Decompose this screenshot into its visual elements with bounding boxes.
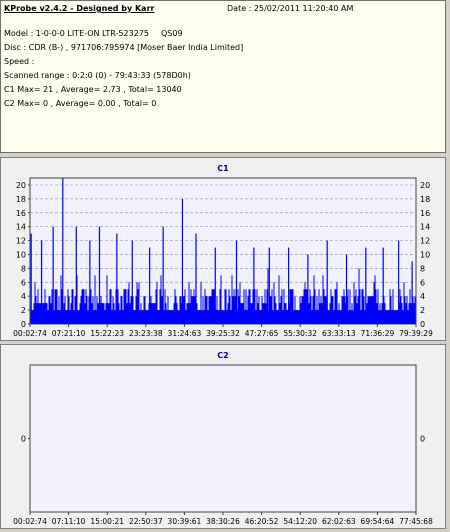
c2-x-tick-label: 38:30:26 [206,517,240,526]
c2-x-tick-label: 30:39:61 [168,517,202,526]
drive-firmware: QS09 [161,29,183,38]
scanned-range: Scanned range : 0:2:0 (0) - 79:43:33 (57… [4,71,191,80]
c2-x-tick-label: 46:20:52 [245,517,279,526]
info-panel: KProbe v2.4.2 - Designed by Karr Date : … [0,0,446,153]
c1-y-tick-label-left: 6 [21,278,26,287]
c2-stats: C2 Max= 0 , Average= 0.00 , Total= 0 [4,99,157,108]
c1-x-tick-label: 71:36:29 [361,329,395,338]
c1-y-tick-label-right: 12 [420,237,430,246]
c1-x-tick-label: 47:27:65 [245,329,279,338]
c1-y-tick-label-left: 8 [21,264,26,273]
c2-x-tick-label: 00:02:74 [13,517,47,526]
c1-plot-area [29,177,417,325]
c1-y-tick-label-left: 2 [21,306,26,315]
scan-date: Date : 25/02/2011 11:20:40 AM [227,4,354,13]
c1-y-tick-label-right: 10 [420,250,430,259]
c2-x-tick-label: 15:00:21 [90,517,124,526]
c1-y-tick-label-right: 0 [420,320,425,329]
c1-x-tick-label: 07:21:10 [52,329,86,338]
c2-x-tick-label: 69:54:64 [361,517,395,526]
c1-y-tick-label-right: 4 [420,292,425,301]
c1-y-tick-label-right: 20 [420,181,430,190]
c1-x-tick-label: 39:25:32 [206,329,240,338]
c1-y-tick-label-right: 18 [420,195,430,204]
c1-y-tick-label-right: 16 [420,209,430,218]
c2-y-tick-label-right: 0 [420,435,425,444]
app-title: KProbe v2.4.2 - Designed by Karr [4,4,155,13]
c1-chart-title: C1 [217,164,229,173]
c1-y-tick-label-left: 14 [16,223,26,232]
c1-bars [30,178,416,324]
c1-x-tick-label: 63:33:13 [322,329,356,338]
disc-info: Disc : CDR (B-) , 971706:795974 [Moser B… [4,43,244,52]
c2-plot-area [29,364,417,513]
c2-y-tick-label-left: 0 [21,435,26,444]
c2-x-tick-label: 62:02:63 [322,517,356,526]
speed-info: Speed : [4,57,35,66]
c2-chart-panel: C2 0 0 00:02:74 07:11:10 15:00:21 22:50:37 30:3… [0,344,446,529]
c1-x-tick-label: 31:24:63 [168,329,202,338]
c1-y-tick-label-right: 2 [420,306,425,315]
c2-x-tick-label: 22:50:37 [129,517,163,526]
c1-y-tick-label-left: 16 [16,209,26,218]
c1-x-tick-label: 23:23:38 [129,329,163,338]
c1-chart-panel: C1 0 0 2 2 4 4 6 6 8 8 10 10 12 12 14 14 16 16 18 18 20 20 00:0… [0,157,446,341]
c1-x-tick-label: 00:02:74 [13,329,47,338]
c1-y-tick-label-right: 6 [420,278,425,287]
c1-y-tick-label-left: 0 [21,320,26,329]
c1-y-tick-label-right: 8 [420,264,425,273]
c2-x-tick-label: 07:11:10 [52,517,86,526]
c1-y-tick-label-right: 14 [420,223,430,232]
c1-y-tick-label-left: 12 [16,237,26,246]
c1-y-tick-label-left: 20 [16,181,26,190]
drive-model: Model : 1-0-0-0 LITE-ON LTR-523275 [4,29,149,38]
c1-x-tick-label: 15:22:23 [90,329,124,338]
c1-chart: C1 0 0 2 2 4 4 6 6 8 8 10 10 12 12 14 14 16 16 18 18 20 20 00:0… [13,164,433,338]
c2-chart: C2 0 0 00:02:74 07:11:10 15:00:21 22:50:37 30:3… [13,351,433,526]
c1-x-tick-label: 55:30:32 [283,329,317,338]
c2-x-tick-label: 77:45:68 [399,517,433,526]
c2-chart-title: C2 [217,351,228,360]
c1-y-tick-label-left: 10 [16,250,26,259]
c1-stats: C1 Max= 21 , Average= 2.73 , Total= 1304… [4,85,182,94]
c1-y-tick-label-left: 4 [21,292,26,301]
c2-x-tick-label: 54:12:20 [283,517,317,526]
c1-x-tick-label: 79:39:29 [399,329,433,338]
c1-y-tick-label-left: 18 [16,195,26,204]
